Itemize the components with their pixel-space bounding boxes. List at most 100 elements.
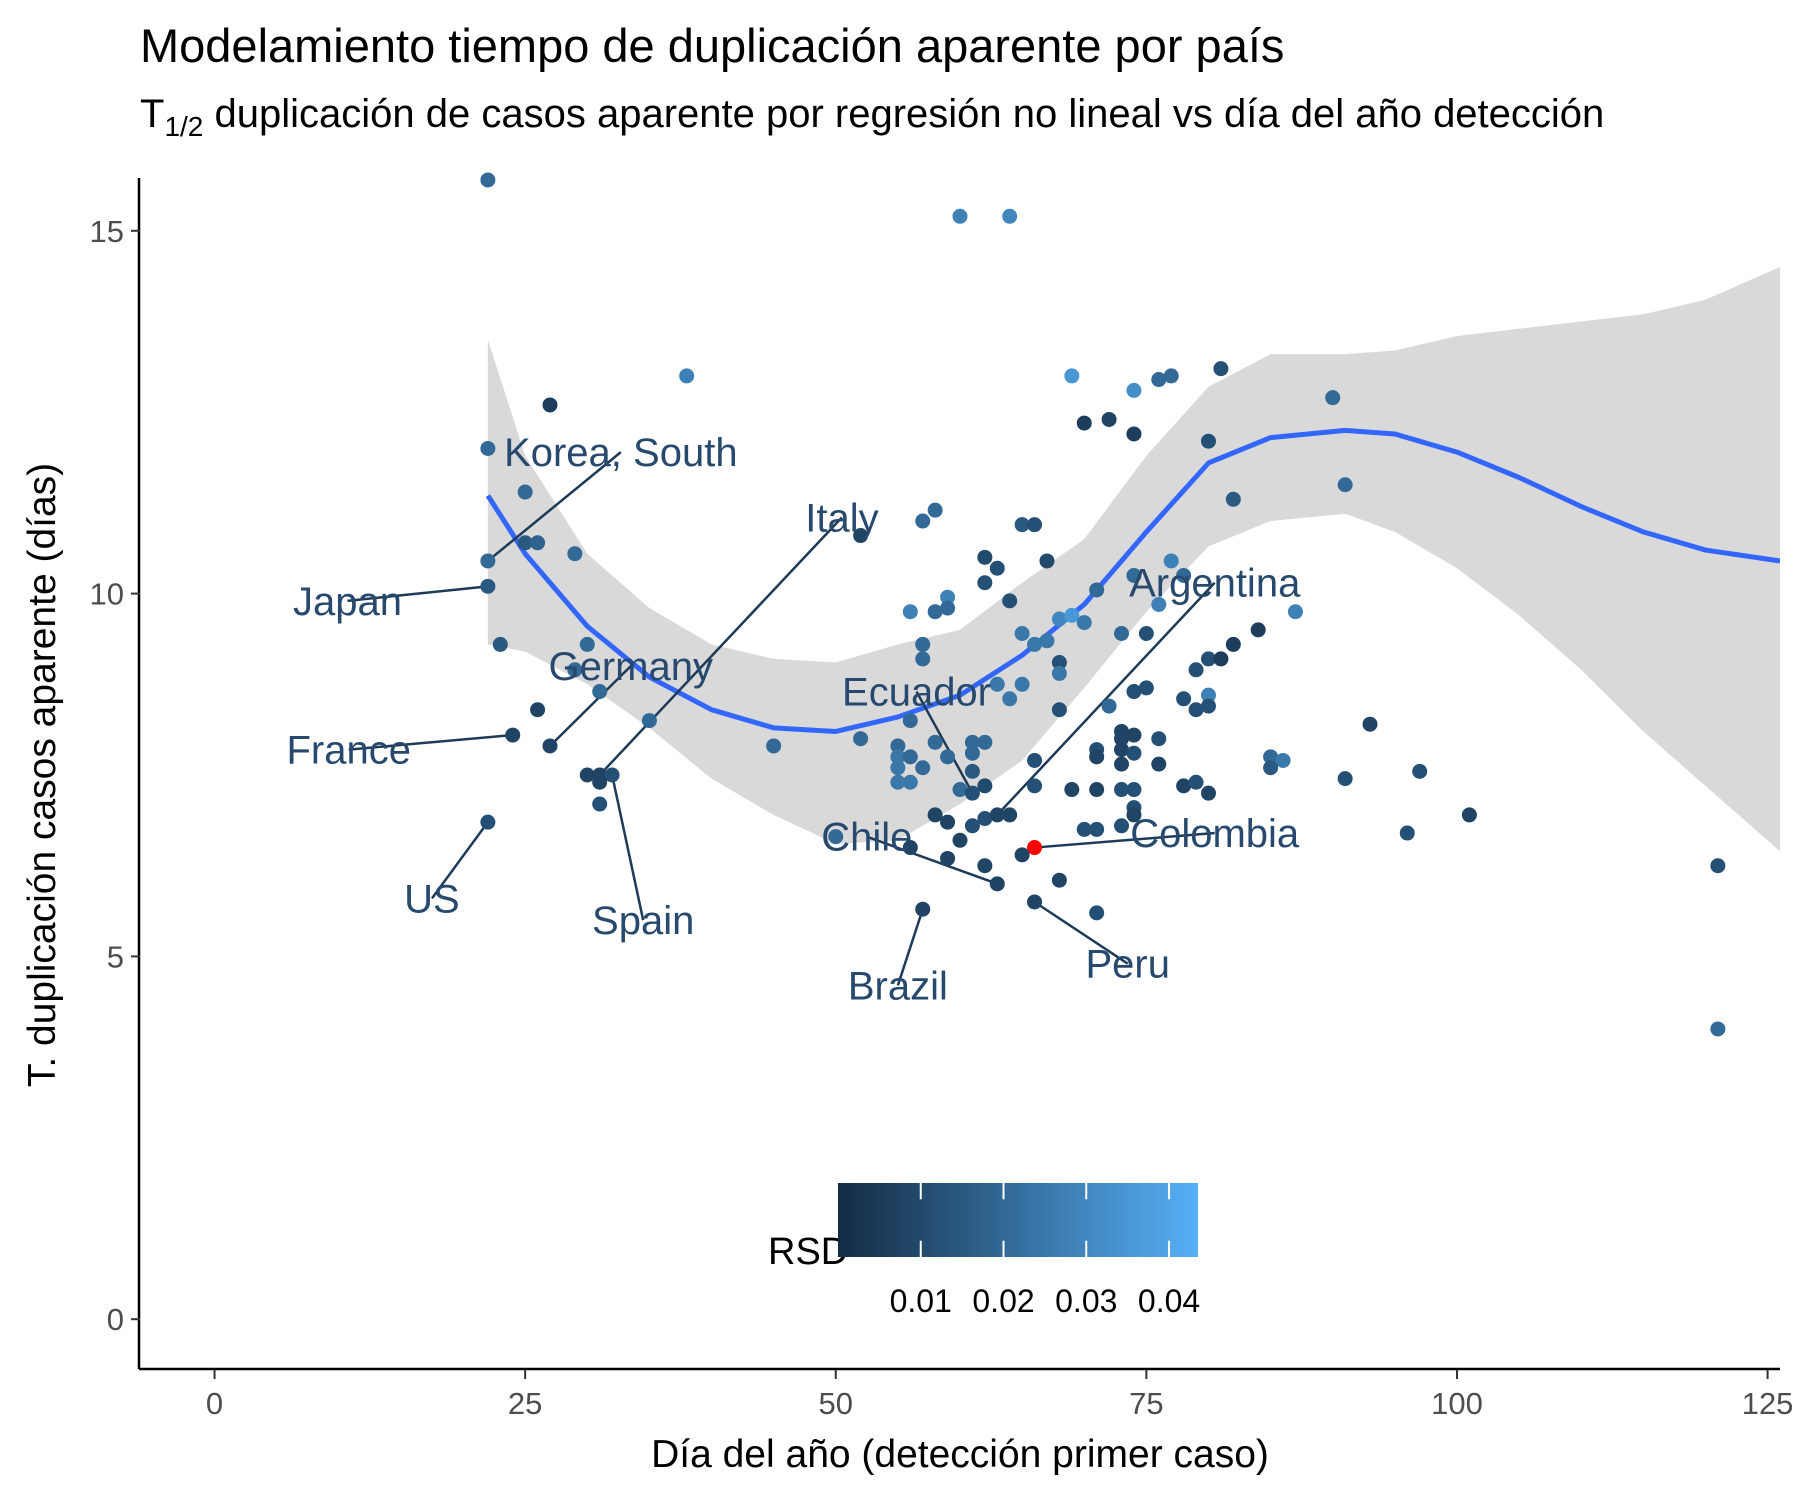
data-point bbox=[480, 172, 496, 188]
label-leader-line bbox=[896, 908, 924, 986]
y-tick-label: 0 bbox=[107, 1302, 124, 1337]
data-point bbox=[915, 760, 931, 776]
data-point bbox=[542, 397, 558, 413]
data-point bbox=[1014, 847, 1030, 863]
data-point bbox=[902, 713, 918, 729]
country-label: US bbox=[404, 877, 460, 921]
data-point bbox=[1014, 626, 1030, 642]
data-point bbox=[915, 651, 931, 667]
data-point bbox=[1710, 1021, 1726, 1037]
subtitle-t-symbol: T bbox=[140, 92, 165, 136]
data-point bbox=[1188, 662, 1204, 678]
data-point bbox=[1250, 622, 1266, 638]
data-point bbox=[1039, 553, 1055, 569]
data-point bbox=[1114, 731, 1130, 747]
data-point bbox=[1014, 676, 1030, 692]
axes: 0 25 50 75 100 125 0 5 10 15 bbox=[90, 178, 1794, 1421]
data-point bbox=[542, 738, 558, 754]
data-point bbox=[567, 546, 583, 562]
data-point bbox=[977, 734, 993, 750]
data-point bbox=[1126, 727, 1142, 743]
data-point bbox=[1325, 390, 1341, 406]
data-point bbox=[890, 774, 906, 790]
data-point bbox=[505, 727, 521, 743]
data-point bbox=[1064, 782, 1080, 798]
data-point bbox=[1126, 567, 1142, 583]
point-layer bbox=[480, 172, 1726, 1037]
country-label: Germany bbox=[549, 645, 714, 689]
data-point bbox=[902, 749, 918, 765]
x-tick-label: 25 bbox=[508, 1386, 542, 1421]
data-point bbox=[915, 513, 931, 529]
data-point bbox=[1076, 415, 1092, 431]
data-point bbox=[964, 818, 980, 834]
data-point bbox=[1412, 763, 1428, 779]
data-point bbox=[1163, 553, 1179, 569]
data-point bbox=[964, 763, 980, 779]
data-point bbox=[940, 589, 956, 605]
data-point bbox=[1200, 433, 1216, 449]
data-point bbox=[1039, 633, 1055, 649]
data-point bbox=[977, 549, 993, 565]
smooth-trend-line bbox=[485, 427, 1780, 734]
highlighted-data-point bbox=[1027, 840, 1043, 856]
data-point bbox=[1287, 604, 1303, 620]
country-label-layer: Korea, South Italy Japan Argentina Germany Ec… bbox=[286, 431, 1301, 1008]
data-point bbox=[1051, 702, 1067, 718]
x-tick-label: 125 bbox=[1742, 1386, 1794, 1421]
data-point bbox=[927, 734, 943, 750]
data-point bbox=[1027, 752, 1043, 768]
data-point bbox=[952, 782, 968, 798]
legend-tick-label: 0.04 bbox=[1138, 1283, 1200, 1319]
data-point bbox=[1176, 567, 1192, 583]
data-point bbox=[1200, 698, 1216, 714]
data-point bbox=[890, 738, 906, 754]
data-point bbox=[1051, 665, 1067, 681]
data-point bbox=[1051, 655, 1067, 671]
data-point bbox=[1151, 372, 1167, 388]
data-point bbox=[1089, 582, 1105, 598]
label-leader-line bbox=[487, 451, 622, 562]
data-point bbox=[1076, 821, 1092, 837]
data-point bbox=[530, 702, 546, 718]
y-tick-label: 5 bbox=[107, 939, 124, 974]
country-label: France bbox=[286, 729, 411, 773]
country-label: Peru bbox=[1085, 943, 1170, 987]
data-point bbox=[1002, 208, 1018, 224]
data-point bbox=[853, 731, 869, 747]
legend-tick-label: 0.03 bbox=[1055, 1283, 1117, 1319]
data-point bbox=[480, 440, 496, 456]
data-point bbox=[1027, 894, 1043, 910]
data-point bbox=[952, 832, 968, 848]
data-point bbox=[1114, 742, 1130, 758]
data-point bbox=[1138, 626, 1154, 642]
data-point bbox=[1263, 749, 1279, 765]
data-point bbox=[1114, 818, 1130, 834]
data-point bbox=[1126, 426, 1142, 442]
country-label: Spain bbox=[592, 899, 694, 943]
data-point bbox=[1163, 368, 1179, 384]
data-point bbox=[927, 502, 943, 518]
label-leader-line bbox=[1034, 831, 1215, 849]
data-point bbox=[1176, 691, 1192, 707]
data-point bbox=[1064, 368, 1080, 384]
data-point bbox=[530, 535, 546, 551]
data-point bbox=[766, 738, 782, 754]
data-point bbox=[915, 636, 931, 652]
data-point bbox=[1002, 807, 1018, 823]
data-point bbox=[1126, 782, 1142, 798]
data-point bbox=[1151, 756, 1167, 772]
data-point bbox=[1027, 517, 1043, 533]
data-point bbox=[1337, 477, 1353, 493]
label-leader-line bbox=[430, 821, 489, 900]
data-point bbox=[902, 774, 918, 790]
data-point bbox=[964, 785, 980, 801]
country-label: Colombia bbox=[1130, 812, 1300, 856]
data-point bbox=[853, 528, 869, 544]
label-leader-line bbox=[1033, 900, 1129, 965]
data-point bbox=[641, 713, 657, 729]
confidence-band bbox=[487, 267, 1780, 852]
data-point bbox=[915, 901, 931, 917]
label-leader-line bbox=[347, 585, 489, 603]
